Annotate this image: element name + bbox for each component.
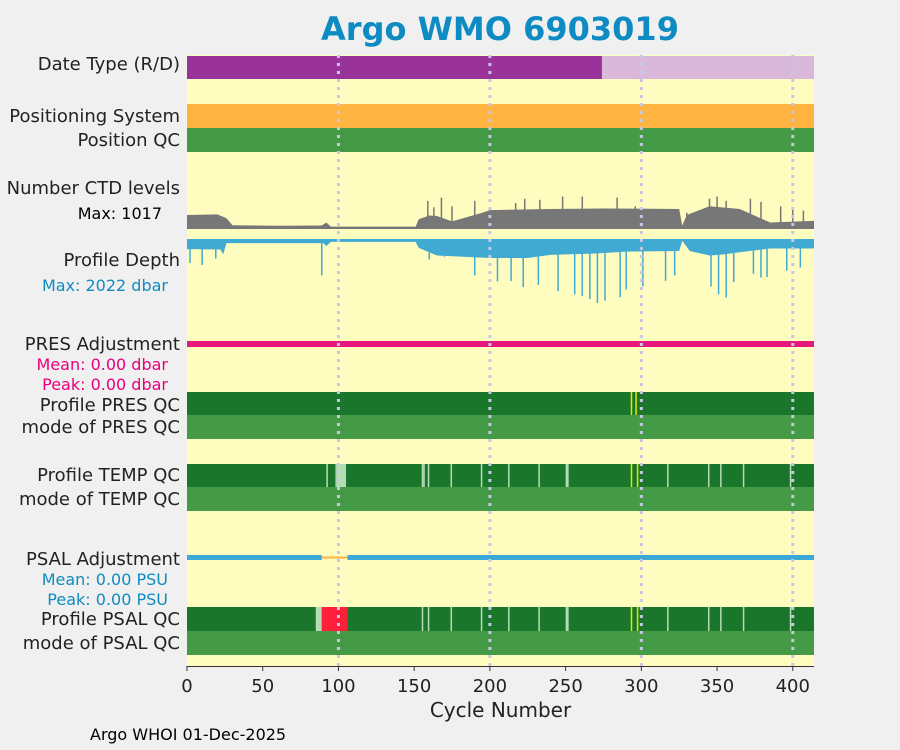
x-tick-label: 250: [548, 676, 582, 697]
row-label-pres-adjustment: PRES Adjustment: [25, 334, 180, 355]
qc-flag-light: [480, 464, 483, 487]
qc-flag-light: [315, 607, 322, 631]
solid-band-positioning-system: [187, 104, 814, 128]
qc-flag-yellow: [636, 464, 639, 487]
qc-band-profile-pres-qc: [187, 392, 814, 415]
qc-flag-light: [335, 464, 337, 487]
x-tick-label: 200: [473, 676, 507, 697]
qc-flag-light: [423, 464, 425, 487]
plot-area: [187, 55, 814, 666]
row-label-mode-of-temp-qc: mode of TEMP QC: [19, 489, 180, 510]
row-label-mode-of-pres-qc: mode of PRES QC: [22, 417, 180, 438]
x-tick-label: 350: [700, 676, 734, 697]
row-label-number-ctd-levels: Number CTD levels: [7, 178, 180, 199]
qc-flag-light: [667, 607, 669, 631]
data-mode-segment-D: [187, 56, 602, 79]
qc-flag-light: [667, 464, 669, 487]
qc-flag-light: [565, 607, 569, 631]
qc-flag-light: [789, 607, 792, 631]
qc-flag-light: [326, 464, 328, 487]
row-label-position-qc: Position QC: [77, 130, 180, 151]
qc-flag-light: [742, 464, 745, 487]
qc-mode-band-mode-of-temp-qc: [187, 487, 814, 511]
ctd-levels-area: [187, 206, 814, 229]
qc-flag-yellow: [630, 464, 633, 487]
data-mode-segment-R: [601, 56, 814, 79]
qc-flag-light: [427, 607, 430, 631]
adjustment-mean-label: Mean: 0.00 PSU: [42, 570, 168, 589]
qc-flag-light: [480, 607, 483, 631]
adjustment-segment: [347, 555, 814, 560]
adjustment-segment: [321, 556, 348, 559]
qc-mode-band-mode-of-psal-qc: [187, 631, 814, 655]
qc-flag-light: [336, 464, 347, 487]
qc-flag-light: [508, 607, 510, 631]
qc-flag-yellow: [635, 392, 637, 415]
adjustment-segment: [187, 555, 322, 560]
qc-flag-yellow: [630, 607, 633, 631]
qc-flag-light: [421, 464, 424, 487]
qc-flag-light: [538, 607, 540, 631]
row-label-profile-depth: Profile Depth: [63, 250, 180, 271]
adjustment-peak-label: Peak: 0.00 PSU: [47, 590, 168, 609]
qc-flag-light: [450, 607, 453, 631]
row-label-mode-of-psal-qc: mode of PSAL QC: [23, 633, 180, 654]
row-label-date-type-r-d: Date Type (R/D): [38, 54, 180, 75]
qc-flag-light: [707, 464, 710, 487]
qc-flag-light: [707, 607, 710, 631]
qc-flag-light: [427, 464, 430, 487]
qc-flag-light: [720, 464, 722, 487]
row-label-positioning-system: Positioning System: [9, 106, 180, 127]
chart-title: Argo WMO 6903019: [321, 10, 679, 48]
x-tick-label: 400: [776, 676, 810, 697]
qc-band-profile-temp-qc: [187, 464, 814, 487]
profile-depth-area: [187, 239, 814, 258]
qc-flag-light: [450, 464, 453, 487]
footer-credit: Argo WHOI 01-Dec-2025: [90, 725, 287, 744]
x-tick-label: 300: [624, 676, 658, 697]
depth-max-label: Max: 2022 dbar: [42, 276, 168, 295]
qc-flag-light: [421, 607, 424, 631]
row-label-psal-adjustment: PSAL Adjustment: [26, 549, 180, 570]
qc-flag-yellow: [630, 392, 633, 415]
qc-mode-band-mode-of-pres-qc: [187, 415, 814, 439]
x-tick-label: 100: [321, 676, 355, 697]
adjustment-peak-label: Peak: 0.00 dbar: [42, 375, 168, 394]
qc-flag-light: [508, 464, 510, 487]
row-label-profile-temp-qc: Profile TEMP QC: [37, 465, 180, 486]
x-tick-label: 0: [181, 676, 192, 697]
x-tick-label: 50: [251, 676, 274, 697]
row-label-profile-psal-qc: Profile PSAL QC: [41, 609, 180, 630]
qc-flag-light: [538, 464, 540, 487]
ctd-max-label: Max: 1017: [78, 204, 162, 223]
qc-flag-yellow: [636, 607, 639, 631]
qc-flag-red: [321, 607, 348, 631]
solid-band-position-qc: [187, 128, 814, 152]
x-axis-label: Cycle Number: [430, 698, 572, 722]
qc-flag-light: [742, 607, 745, 631]
qc-flag-light: [789, 464, 792, 487]
qc-flag-light: [565, 464, 569, 487]
x-tick-label: 150: [397, 676, 431, 697]
qc-band-profile-psal-qc: [187, 607, 814, 631]
row-label-profile-pres-qc: Profile PRES QC: [40, 395, 180, 416]
adjustment-mean-label: Mean: 0.00 dbar: [37, 355, 169, 374]
adjustment-segment: [187, 341, 814, 347]
qc-flag-light: [720, 607, 722, 631]
